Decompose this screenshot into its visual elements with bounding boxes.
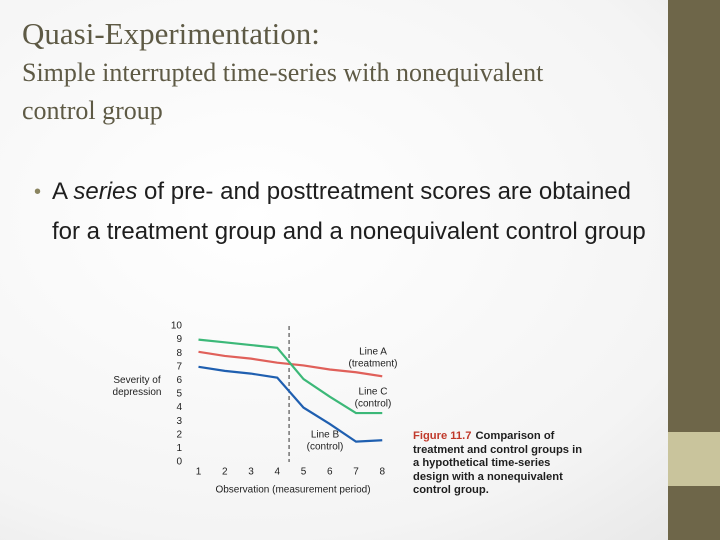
slide-subtitle: Simple interrupted time-series with none… [22, 58, 544, 125]
y-tick-label: 7 [176, 361, 182, 372]
bullet-dot: • [34, 181, 42, 203]
x-tick-label: 5 [301, 467, 307, 478]
y-tick-label: 1 [176, 443, 182, 454]
y-tick-label: 0 [176, 457, 182, 468]
data-line [198, 365, 383, 443]
x-tick-label: 7 [353, 467, 359, 478]
figure-number: Figure 11.7 [413, 430, 472, 442]
line-label-group: (control) [355, 399, 392, 410]
y-tick-label: 5 [176, 389, 182, 400]
x-axis-label: Observation (measurement period) [215, 485, 370, 496]
slide-title: Quasi-Experimentation: [22, 16, 320, 51]
y-axis-label: Severity of depression [113, 375, 162, 398]
caption-text: Comparison of treatment and control grou… [413, 430, 583, 497]
y-tick-label: 2 [176, 429, 182, 440]
x-tick-label: 8 [379, 467, 385, 478]
bullet-text: A [52, 178, 74, 205]
y-tick-label: 10 [171, 321, 183, 332]
y-tick-label: 8 [176, 348, 182, 359]
line-label-group: (control) [307, 442, 344, 453]
bullet-emphasis: series [73, 178, 138, 205]
x-tick-label: 2 [222, 467, 228, 478]
line-label: Line A [359, 347, 387, 358]
title-block: Quasi-Experimentation: Simple interrupte… [22, 14, 622, 130]
x-tick-label: 4 [274, 467, 280, 478]
y-tick-label: 6 [176, 375, 182, 386]
data-line [198, 338, 383, 415]
bullet-text: of pre- and posttreatment scores are obt… [52, 178, 646, 245]
figure-caption: Figure 11.7 Comparison of treatment and c… [413, 430, 585, 498]
x-tick-label: 1 [196, 467, 202, 478]
line-label-group: (treatment) [349, 359, 398, 370]
side-accent [668, 432, 720, 486]
bullet: • A series of pre- and posttreatment scor… [34, 172, 652, 252]
y-tick-label: 4 [176, 402, 182, 413]
y-tick-label: 9 [176, 334, 182, 345]
line-label: Line B [311, 430, 340, 441]
line-label: Line C [359, 387, 388, 398]
x-tick-label: 6 [327, 467, 333, 478]
y-tick-label: 3 [176, 416, 182, 427]
x-tick-label: 3 [248, 467, 254, 478]
